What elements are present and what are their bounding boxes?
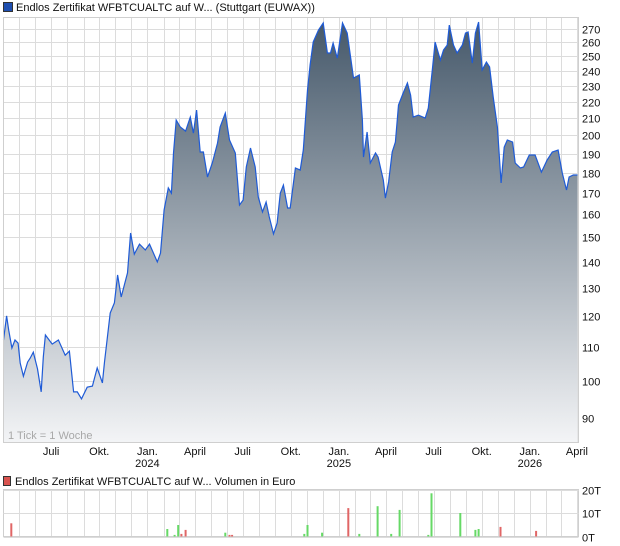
volume-bar xyxy=(427,534,430,537)
volume-bar xyxy=(166,529,169,537)
tick-note: 1 Tick = 1 Woche xyxy=(8,430,92,442)
volume-bar xyxy=(398,509,401,537)
x-tick-label: Okt. xyxy=(281,446,301,458)
volume-bar xyxy=(535,530,538,537)
x-tick-year-label: 2026 xyxy=(518,458,542,470)
y-tick-label: 200 xyxy=(582,131,600,143)
price-y-axis: 90 100 110 120 130 140 150 160 170 180 190 200 210 22… xyxy=(582,25,600,426)
volume-bar xyxy=(10,523,13,537)
volume-y-tick-label: 0T xyxy=(582,533,595,545)
price-legend-swatch xyxy=(3,2,13,12)
x-tick-year-label: 2024 xyxy=(135,458,159,470)
volume-bar xyxy=(477,529,480,537)
y-tick-label: 120 xyxy=(582,312,600,324)
volume-bar xyxy=(321,532,324,537)
y-tick-label: 140 xyxy=(582,258,600,270)
volume-bar xyxy=(430,493,433,537)
x-tick-label: Okt. xyxy=(472,446,492,458)
y-tick-label: 260 xyxy=(582,38,600,50)
x-tick-label: April xyxy=(566,446,588,458)
volume-bar xyxy=(347,508,350,537)
volume-bar xyxy=(306,525,309,537)
volume-y-tick-label: 20T xyxy=(582,486,601,498)
y-tick-label: 220 xyxy=(582,98,600,110)
volume-bar xyxy=(180,533,183,537)
y-tick-label: 100 xyxy=(582,377,600,389)
volume-y-tick-label: 10T xyxy=(582,509,601,521)
y-tick-label: 130 xyxy=(582,284,600,296)
y-tick-label: 210 xyxy=(582,114,600,126)
y-tick-label: 230 xyxy=(582,82,600,94)
x-tick-label: April xyxy=(184,446,206,458)
y-tick-label: 90 xyxy=(582,414,594,426)
volume-bar xyxy=(173,534,176,537)
volume-bar xyxy=(231,534,234,537)
x-tick-year-label: 2025 xyxy=(327,458,351,470)
volume-bar xyxy=(459,513,462,537)
x-tick-label: Juli xyxy=(425,446,442,458)
volume-bar xyxy=(474,529,477,537)
price-chart-title: Endlos Zertifikat WFBTCUALTC auf W... (S… xyxy=(16,2,315,14)
x-tick-label: Juli xyxy=(43,446,60,458)
volume-bar xyxy=(358,533,361,537)
volume-chart-title: Endlos Zertifikat WFBTCUALTC auf W... Vo… xyxy=(15,476,295,488)
volume-bar xyxy=(224,532,227,537)
y-tick-label: 270 xyxy=(582,25,600,37)
price-area xyxy=(3,22,578,443)
y-tick-label: 240 xyxy=(582,67,600,79)
x-tick-label: Jan. xyxy=(519,446,540,458)
volume-bar xyxy=(177,525,180,537)
price-line xyxy=(2,20,578,401)
y-tick-label: 150 xyxy=(582,233,600,245)
volume-bar xyxy=(228,534,231,537)
volume-bars xyxy=(10,493,538,537)
volume-y-axis: 20T 10T 0T xyxy=(582,486,601,545)
y-tick-label: 170 xyxy=(582,189,600,201)
x-tick-label: Okt. xyxy=(89,446,109,458)
volume-bar xyxy=(303,533,306,537)
y-tick-label: 180 xyxy=(582,169,600,181)
volume-bar xyxy=(376,506,379,537)
y-tick-label: 250 xyxy=(582,52,600,64)
volume-bar xyxy=(184,529,187,537)
x-tick-label: Jan. xyxy=(328,446,349,458)
volume-legend-swatch xyxy=(3,476,11,486)
x-tick-label: April xyxy=(375,446,397,458)
y-tick-label: 160 xyxy=(582,210,600,222)
volume-grid xyxy=(3,489,579,538)
volume-bar xyxy=(499,526,502,537)
x-tick-label: Jan. xyxy=(137,446,158,458)
y-tick-label: 110 xyxy=(582,343,600,355)
x-tick-label: Juli xyxy=(234,446,251,458)
volume-bar xyxy=(390,533,393,537)
y-tick-label: 190 xyxy=(582,150,600,162)
price-plot-border xyxy=(3,17,579,443)
